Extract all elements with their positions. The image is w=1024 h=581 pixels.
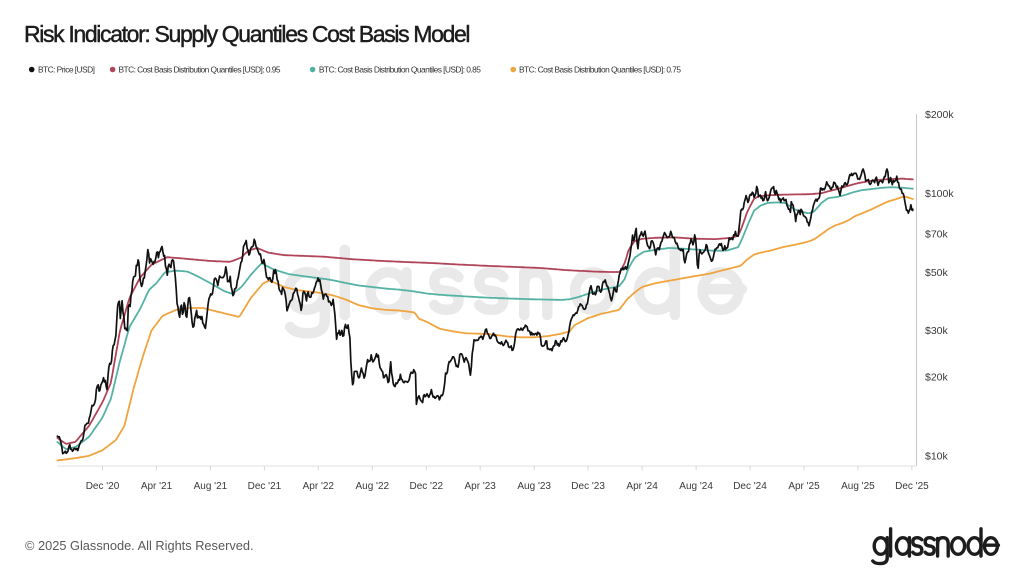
svg-text:$200k: $200k	[925, 109, 954, 121]
svg-text:Dec '22: Dec '22	[410, 481, 444, 492]
svg-text:$30k: $30k	[925, 325, 949, 337]
svg-text:Aug '21: Aug '21	[194, 481, 228, 492]
svg-text:Risk Indicator: Supply Quantil: Risk Indicator: Supply Quantiles Cost Ba…	[24, 21, 469, 47]
svg-text:Apr '24: Apr '24	[626, 481, 658, 492]
svg-text:Dec '24: Dec '24	[733, 481, 767, 492]
svg-text:BTC: Cost Basis Distribution Q: BTC: Cost Basis Distribution Quantiles […	[519, 65, 681, 75]
svg-text:Dec '20: Dec '20	[86, 481, 120, 492]
svg-text:$70k: $70k	[925, 229, 949, 241]
svg-text:Apr '23: Apr '23	[465, 481, 497, 492]
svg-text:Aug '24: Aug '24	[679, 481, 713, 492]
svg-text:Apr '22: Apr '22	[303, 481, 335, 492]
svg-text:$10k: $10k	[925, 450, 949, 462]
svg-text:BTC: Price [USD]: BTC: Price [USD]	[38, 65, 95, 75]
svg-text:© 2025 Glassnode. All Rights R: © 2025 Glassnode. All Rights Reserved.	[25, 538, 254, 553]
svg-text:Apr '25: Apr '25	[788, 481, 820, 492]
svg-text:Aug '23: Aug '23	[517, 481, 551, 492]
svg-text:Dec '21: Dec '21	[248, 481, 282, 492]
svg-text:$100k: $100k	[925, 188, 954, 200]
svg-text:BTC: Cost Basis Distribution Q: BTC: Cost Basis Distribution Quantiles […	[319, 65, 481, 75]
svg-text:Aug '25: Aug '25	[841, 481, 875, 492]
svg-text:$20k: $20k	[925, 371, 949, 383]
svg-text:Apr '21: Apr '21	[141, 481, 173, 492]
svg-text:Dec '23: Dec '23	[571, 481, 605, 492]
svg-text:Dec '25: Dec '25	[895, 481, 929, 492]
svg-text:BTC: Cost Basis Distribution Q: BTC: Cost Basis Distribution Quantiles […	[119, 65, 281, 75]
svg-text:$50k: $50k	[925, 267, 949, 279]
svg-text:Aug '22: Aug '22	[355, 481, 389, 492]
